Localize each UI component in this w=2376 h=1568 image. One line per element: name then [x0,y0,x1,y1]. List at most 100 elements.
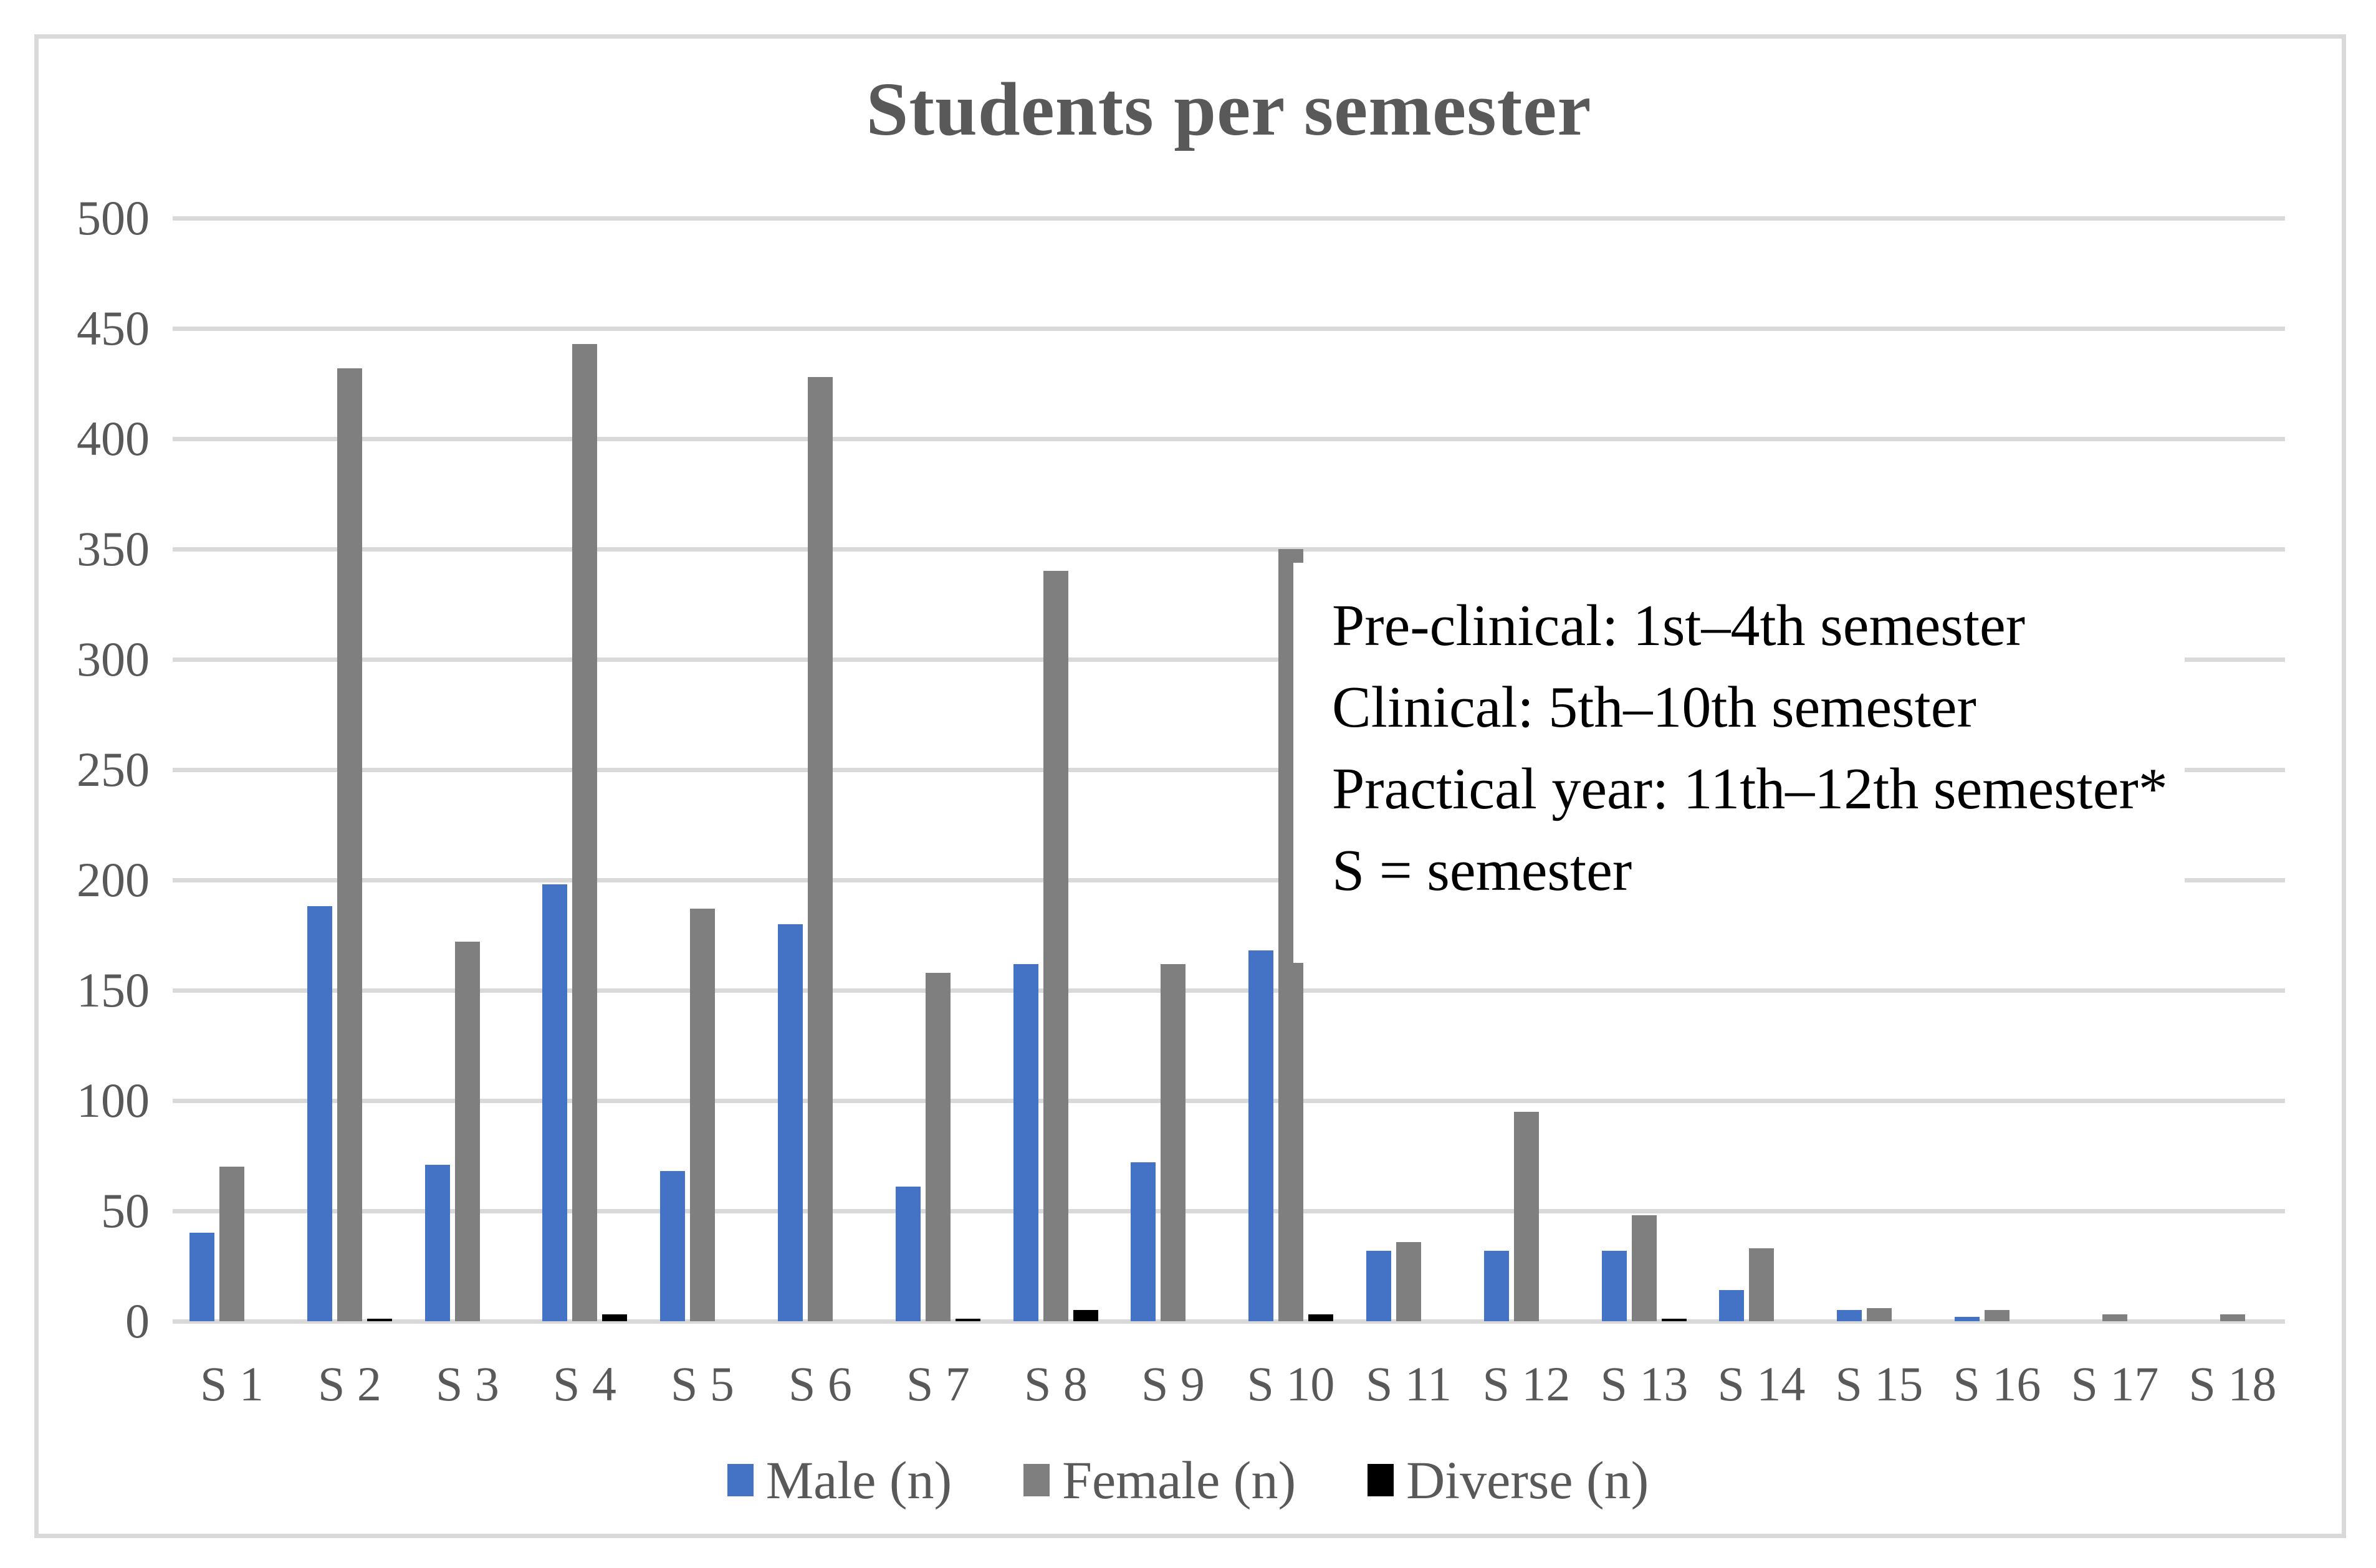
bar-female-s3 [455,942,480,1321]
bar-female-s1 [219,1167,244,1321]
bar-female-s11 [1396,1242,1421,1321]
annotation-line-clinical: Clinical: 5th–10th semester [1332,675,1976,740]
bar-female-s16 [1985,1310,2010,1321]
bar-female-s8 [1043,571,1068,1321]
gridline-400 [173,437,2285,441]
x-axis-label-s18: S 18 [2188,1357,2277,1411]
legend-item-female: Female (n) [1023,1453,1296,1507]
bar-female-s17 [2102,1314,2127,1321]
legend-item-diverse: Diverse (n) [1368,1453,1649,1507]
bar-male-s13 [1602,1251,1627,1321]
y-axis-tick-label-150: 150 [77,963,150,1017]
legend-label-male: Male (n) [765,1450,952,1510]
annotation-line-s-semester: S = semester [1332,838,1632,903]
gridline-300 [173,657,2285,662]
bar-group-s4 [542,218,627,1321]
x-axis-label-s11: S 11 [1366,1357,1452,1411]
annotation-box: Pre-clinical: 1st–4th semester Clinical:… [1293,563,2185,963]
gridline-350 [173,547,2285,552]
bar-group-s9 [1131,218,1215,1321]
x-axis-label-s13: S 13 [1600,1357,1689,1411]
bar-female-s13 [1632,1215,1657,1321]
bar-group-s14 [1719,218,1804,1321]
x-axis-label-s5: S 5 [671,1357,734,1411]
bar-group-s18 [2190,218,2275,1321]
y-axis-tick-label-300: 300 [77,632,150,686]
x-axis-label-s10: S 10 [1247,1357,1335,1411]
x-axis-label-s8: S 8 [1024,1357,1088,1411]
bar-female-s12 [1514,1112,1539,1321]
bar-male-s12 [1484,1251,1509,1321]
y-axis-tick-label-350: 350 [77,522,150,576]
x-axis-label-s3: S 3 [436,1357,499,1411]
bar-female-s7 [926,973,951,1321]
bar-male-s5 [660,1171,685,1321]
gridline-50 [173,1209,2285,1213]
bar-group-s5 [660,218,745,1321]
bar-male-s6 [778,924,803,1321]
bar-group-s7 [896,218,980,1321]
y-axis-tick-label-250: 250 [77,742,150,796]
bar-group-s17 [2072,218,2157,1321]
x-axis-label-s15: S 15 [1835,1357,1923,1411]
bar-male-s9 [1131,1162,1156,1321]
gridline-500 [173,216,2285,221]
bar-male-s8 [1013,964,1038,1321]
bar-female-s5 [690,909,715,1321]
bar-female-s4 [572,344,597,1321]
legend-swatch-icon-female [1023,1464,1050,1496]
y-axis-tick-label-100: 100 [77,1073,150,1127]
legend-label-female: Female (n) [1062,1450,1296,1510]
x-axis-label-s1: S 1 [200,1357,264,1411]
chart-frame [34,34,2346,1538]
bar-male-s11 [1366,1251,1391,1321]
bar-female-s9 [1161,964,1186,1321]
chart-title: Students per semester [866,67,1592,151]
y-axis-tick-label-450: 450 [77,301,150,355]
x-axis-label-s14: S 14 [1717,1357,1806,1411]
bar-male-s14 [1719,1290,1744,1321]
x-axis-label-s16: S 16 [1953,1357,2041,1411]
y-axis-tick-label-200: 200 [77,853,150,907]
annotation-line-practical-year: Practical year: 11th–12th semester* [1332,757,2168,821]
bar-female-s6 [808,377,833,1321]
bar-male-s15 [1837,1310,1862,1321]
x-axis-label-s17: S 17 [2071,1357,2159,1411]
legend-item-male: Male (n) [727,1453,952,1507]
x-axis-label-s4: S 4 [553,1357,616,1411]
bar-female-s15 [1867,1308,1892,1321]
y-axis-tick-label-0: 0 [125,1294,150,1348]
bar-female-s2 [337,368,362,1321]
y-axis-tick-label-400: 400 [77,411,150,466]
bar-male-s16 [1955,1317,1980,1321]
plot-area [173,216,2285,1324]
bar-diverse-s7 [956,1319,980,1321]
bar-group-s6 [778,218,863,1321]
x-axis-label-s6: S 6 [788,1357,852,1411]
gridline-0 [173,1319,2285,1324]
bar-group-s3 [425,218,510,1321]
y-axis-tick-label-500: 500 [77,191,150,245]
x-axis-label-s12: S 12 [1482,1357,1571,1411]
bar-diverse-s8 [1073,1310,1098,1321]
gridline-100 [173,1099,2285,1103]
legend: Male (n) Female (n) Diverse (n) [0,1453,2376,1507]
bar-group-s8 [1013,218,1098,1321]
x-axis-label-s2: S 2 [318,1357,381,1411]
bar-group-s13 [1602,218,1687,1321]
bar-female-s18 [2220,1314,2245,1321]
legend-label-diverse: Diverse (n) [1406,1450,1649,1510]
bar-group-s12 [1484,218,1569,1321]
bar-diverse-s4 [602,1314,627,1321]
bar-group-s16 [1955,218,2039,1321]
bar-male-s2 [307,906,332,1321]
legend-swatch-icon-male [727,1464,754,1496]
bar-group-s1 [189,218,274,1321]
y-axis-tick-label-50: 50 [101,1183,150,1238]
bar-group-s15 [1837,218,1922,1321]
gridline-200 [173,878,2285,882]
gridline-450 [173,327,2285,331]
bar-diverse-s13 [1662,1319,1687,1321]
bar-group-s11 [1366,218,1451,1321]
